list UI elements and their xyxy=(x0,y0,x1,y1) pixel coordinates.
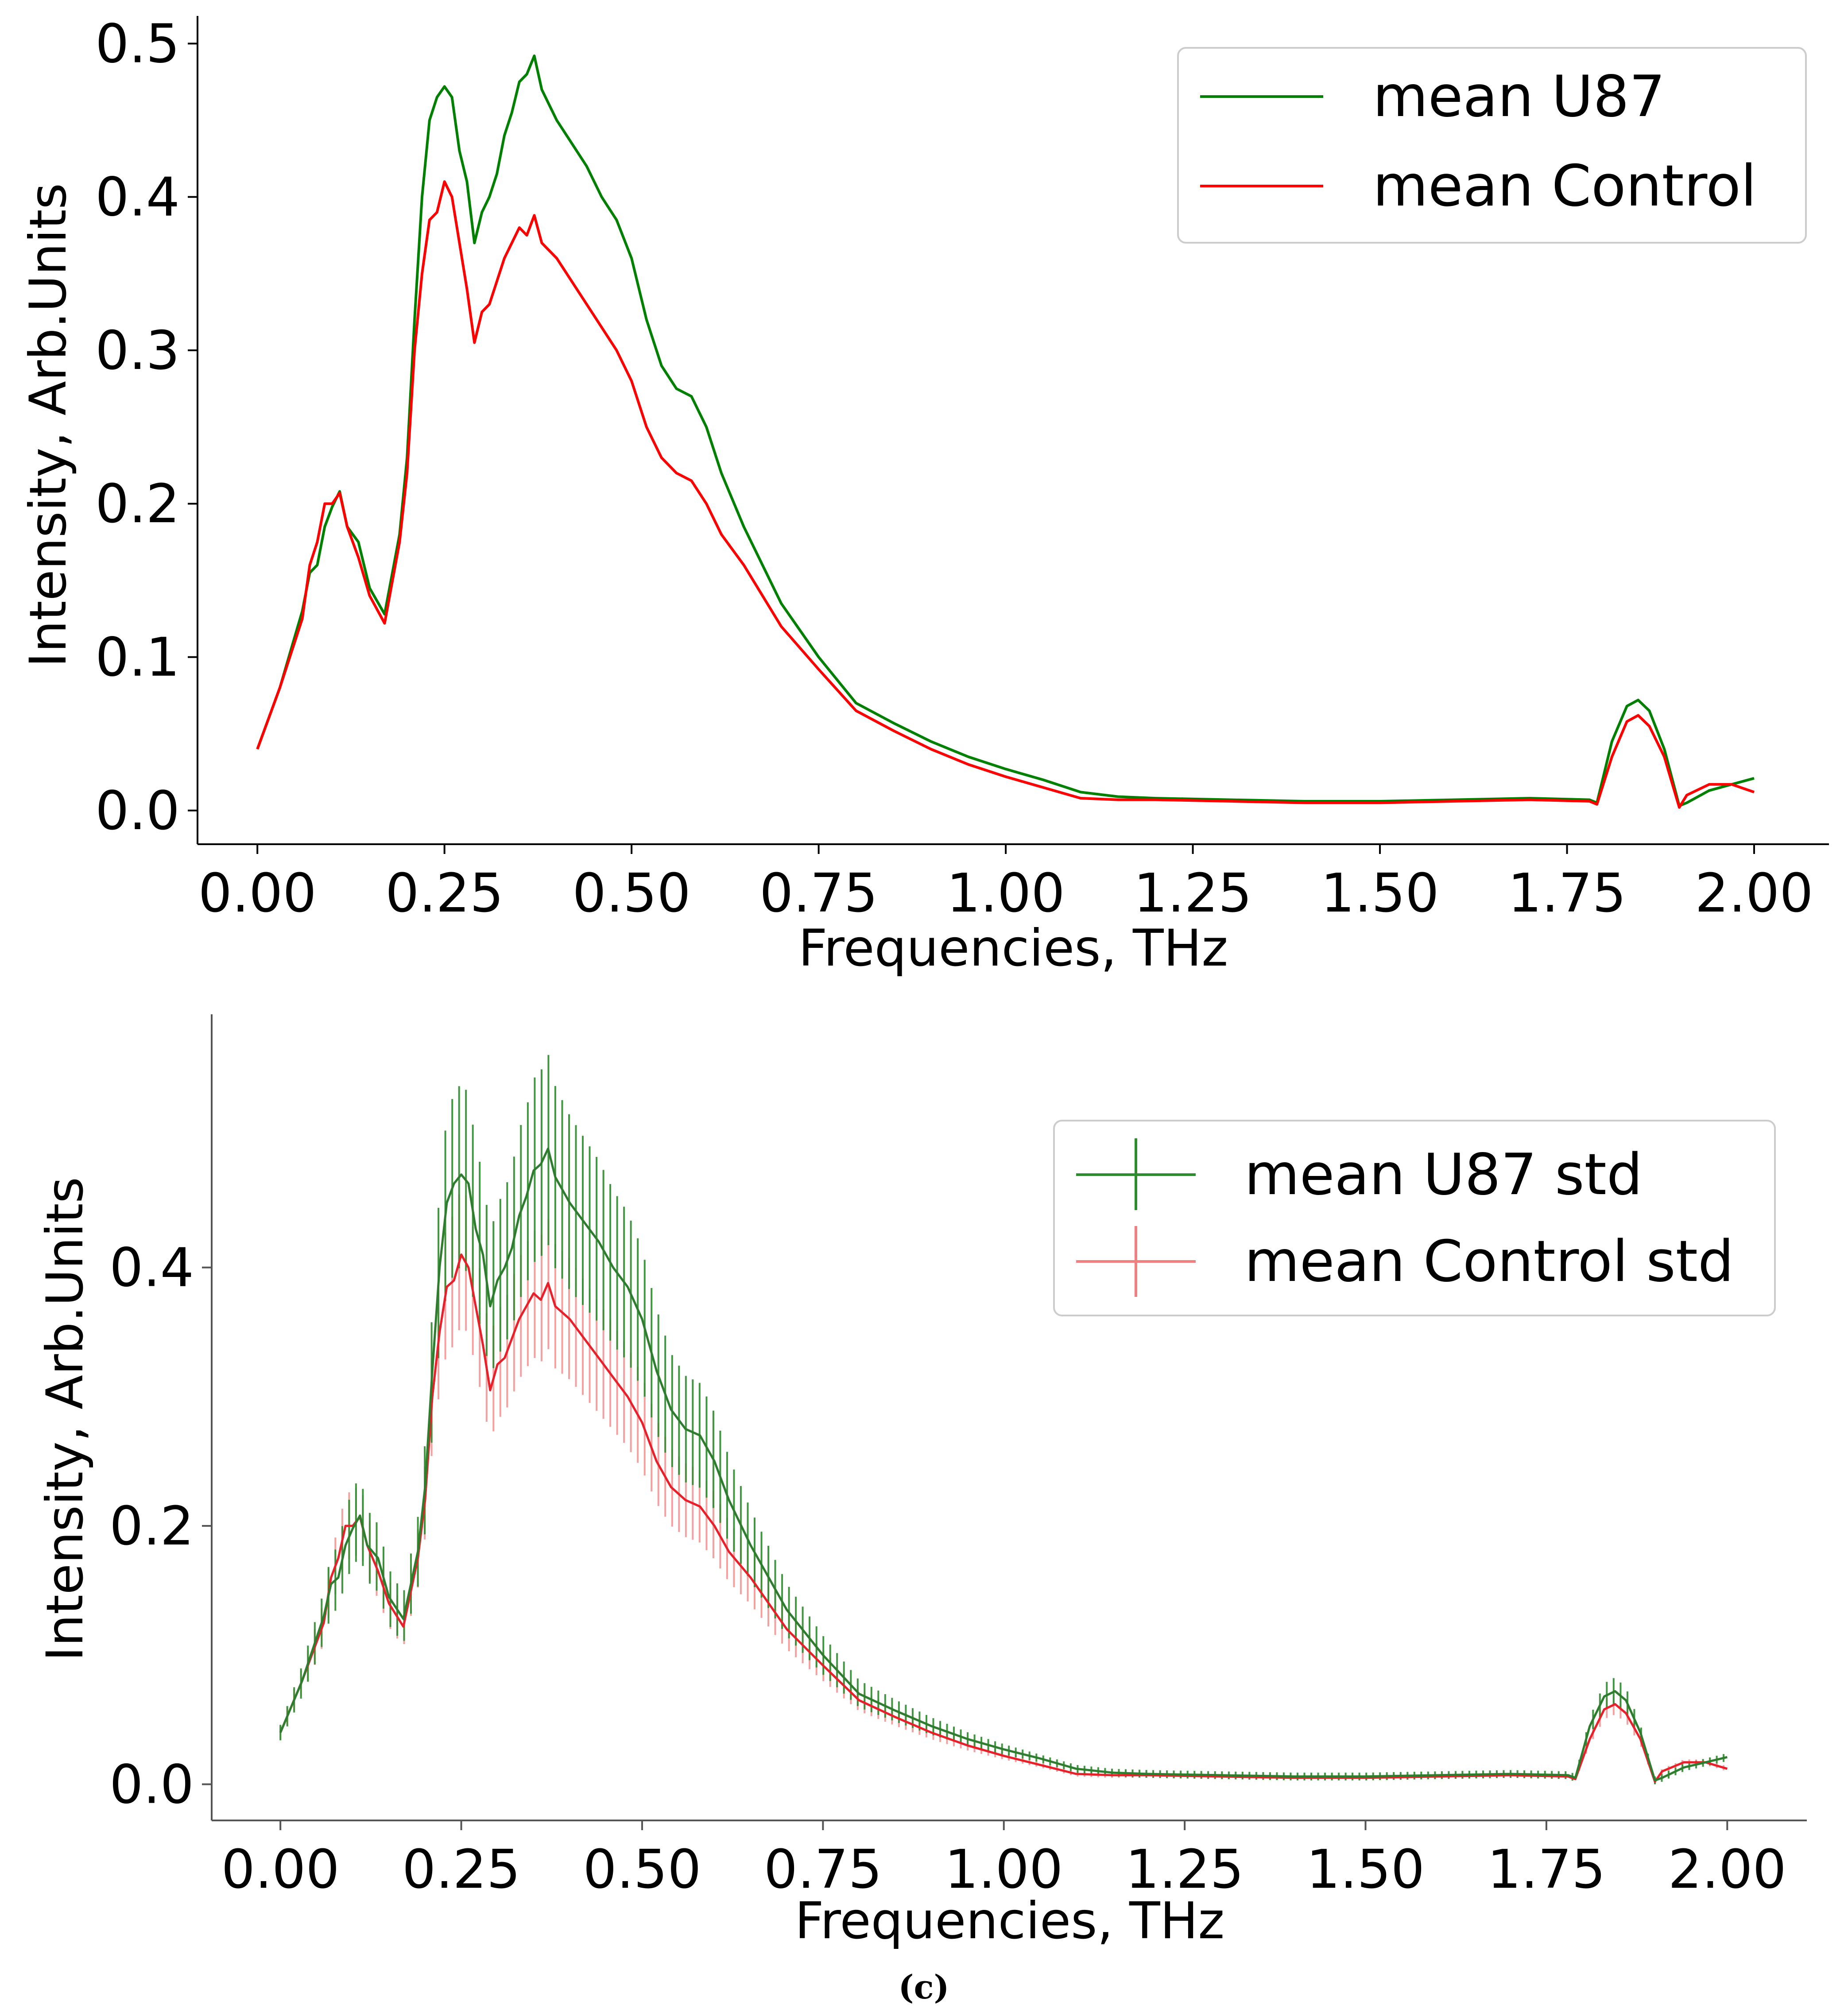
top-x-tick-label: 1.25 xyxy=(1134,863,1252,924)
top-y-tick-label: 0.5 xyxy=(95,13,180,75)
top-y-tick-label: 0.3 xyxy=(95,320,180,382)
top-x-tick-label: 1.50 xyxy=(1321,863,1439,924)
top-y-axis-title: Intensity, Arb.Units xyxy=(19,183,77,667)
bottom-x-tick-label: 0.75 xyxy=(764,1839,882,1901)
top-x-tick-label: 0.75 xyxy=(759,863,878,924)
bottom-x-tick-label: 2.00 xyxy=(1668,1839,1786,1901)
bottom-x-tick-label: 0.00 xyxy=(221,1839,340,1901)
top-x-tick-label: 1.00 xyxy=(947,863,1065,924)
bottom-legend-box xyxy=(1053,1120,1776,1316)
top-y-tick-label: 0.1 xyxy=(95,627,180,689)
top-x-axis-title: Frequencies, THz xyxy=(798,919,1228,978)
bottom-y-tick-label: 0.4 xyxy=(109,1238,194,1299)
bottom-chart: 0.00 0.25 0.50 0.75 1.00 1.25 1.50 1.75 2.00 0.0… xyxy=(35,1014,1807,1950)
top-x-tick-label: 2.00 xyxy=(1695,863,1813,924)
bottom-x-tick-label: 0.25 xyxy=(402,1839,520,1901)
bottom-x-tick-label: 0.50 xyxy=(583,1839,701,1901)
top-x-tick-label: 0.00 xyxy=(198,863,317,924)
bottom-y-axis-title: Intensity, Arb.Units xyxy=(35,1177,94,1661)
bottom-x-tick-label: 1.25 xyxy=(1126,1839,1244,1901)
top-legend: mean U87 mean Control xyxy=(1177,47,1807,244)
bottom-series-line-control xyxy=(279,1253,1728,1783)
bottom-legend: mean U87 std mean Control std xyxy=(1053,1120,1776,1316)
legend-label-u87: mean U87 xyxy=(1373,64,1665,130)
bottom-x-tick-label: 1.50 xyxy=(1306,1839,1425,1901)
top-legend-box xyxy=(1177,47,1807,244)
top-y-tick-label: 0.2 xyxy=(95,473,180,535)
bottom-x-tick-label: 1.00 xyxy=(945,1839,1063,1901)
bottom-x-tick-label: 1.75 xyxy=(1487,1839,1605,1901)
top-y-tick-label: 0.4 xyxy=(95,167,180,229)
legend-label-control-std: mean Control std xyxy=(1244,1229,1734,1295)
top-y-tick-label: 0.0 xyxy=(95,780,180,842)
top-x-tick-label: 1.75 xyxy=(1508,863,1626,924)
top-series-line-control xyxy=(256,180,1755,809)
legend-label-control: mean Control xyxy=(1373,153,1756,219)
bottom-y-tick-label: 0.0 xyxy=(109,1754,194,1816)
top-x-tick-label: 0.50 xyxy=(573,863,691,924)
top-x-tick-label: 0.25 xyxy=(385,863,504,924)
bottom-series-line-u87 xyxy=(279,1147,1728,1782)
legend-label-u87-std: mean U87 std xyxy=(1244,1142,1643,1208)
bottom-y-tick-label: 0.2 xyxy=(109,1496,194,1557)
bottom-x-axis-title: Frequencies, THz xyxy=(795,1891,1224,1950)
top-chart: 0.00 0.25 0.50 0.75 1.00 1.25 1.50 1.75 2.00 0.0… xyxy=(19,13,1829,978)
figure-caption: (c) xyxy=(898,1968,949,2006)
